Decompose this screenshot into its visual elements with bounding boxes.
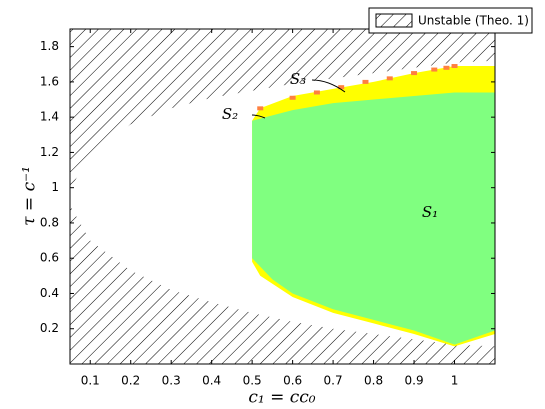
leader-line xyxy=(251,114,266,119)
region-point xyxy=(411,71,418,76)
region-point xyxy=(362,79,369,84)
region-label: S₂ xyxy=(222,105,238,123)
legend-label: Unstable (Theo. 1) xyxy=(418,14,529,28)
x-tick-label: 0.2 xyxy=(121,374,140,388)
region-point xyxy=(257,106,264,111)
y-tick-label: 1 xyxy=(51,180,59,194)
y-tick-label: 0.8 xyxy=(40,215,59,229)
legend: Unstable (Theo. 1) xyxy=(368,7,533,34)
x-tick-label: 1 xyxy=(451,374,459,388)
plot-area xyxy=(70,29,495,364)
region-point xyxy=(431,67,438,72)
x-tick-label: 0.6 xyxy=(283,374,302,388)
unstable-region xyxy=(70,205,495,364)
leader-line xyxy=(311,79,346,93)
y-tick-label: 0.4 xyxy=(40,286,59,300)
x-tick-label: 0.3 xyxy=(162,374,181,388)
y-tick-label: 1.4 xyxy=(40,110,59,124)
x-tick-label: 0.9 xyxy=(405,374,424,388)
x-tick-label: 0.5 xyxy=(243,374,262,388)
region-point xyxy=(338,85,345,90)
y-axis-label: τ = c⁻¹ xyxy=(20,166,40,226)
y-tick-label: 1.2 xyxy=(40,145,59,159)
region-point xyxy=(289,95,296,100)
region-point xyxy=(313,90,320,95)
x-tick-label: 0.7 xyxy=(324,374,343,388)
region-label: S₁ xyxy=(422,203,438,221)
region-point xyxy=(386,76,393,81)
x-tick-label: 0.4 xyxy=(202,374,221,388)
unstable-region xyxy=(70,29,495,190)
x-tick-label: 0.1 xyxy=(81,374,100,388)
y-tick-label: 0.2 xyxy=(40,321,59,335)
stable-region xyxy=(252,92,495,345)
y-tick-label: 0.6 xyxy=(40,251,59,265)
x-axis-label: c₁ = cc₀ xyxy=(248,388,315,408)
axes-frame xyxy=(69,28,496,365)
legend-swatch xyxy=(375,13,413,28)
x-tick-label: 0.8 xyxy=(364,374,383,388)
region-point xyxy=(443,65,450,70)
y-tick-label: 1.8 xyxy=(40,39,59,53)
y-tick-label: 1.6 xyxy=(40,74,59,88)
region-label: S₃ xyxy=(290,70,306,88)
region-point xyxy=(451,64,458,69)
